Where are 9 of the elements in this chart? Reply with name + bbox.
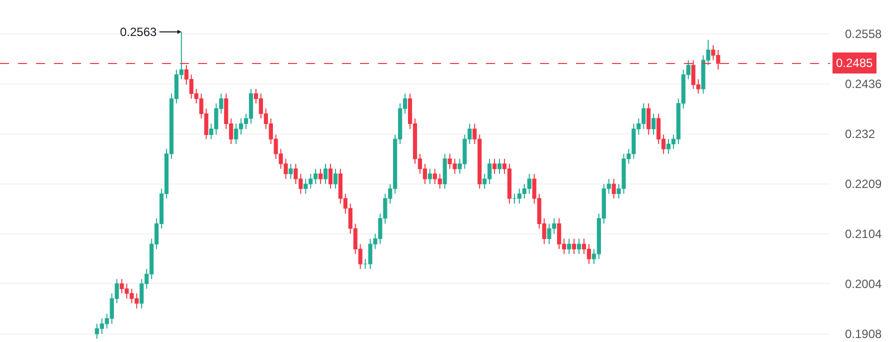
y-tick-label: 0.232 <box>845 127 876 141</box>
ref-line-label: 0.2485 <box>836 56 874 70</box>
y-tick-label: 0.1908 <box>845 327 882 342</box>
y-tick-label: 0.2558 <box>845 27 882 42</box>
y-tick-label: 0.2436 <box>845 77 882 92</box>
annotation: 0.2563 <box>120 25 158 39</box>
y-tick-label: 0.2004 <box>845 276 882 291</box>
y-tick-label: 0.2104 <box>845 227 882 242</box>
y-tick-label: 0.2209 <box>845 177 882 192</box>
